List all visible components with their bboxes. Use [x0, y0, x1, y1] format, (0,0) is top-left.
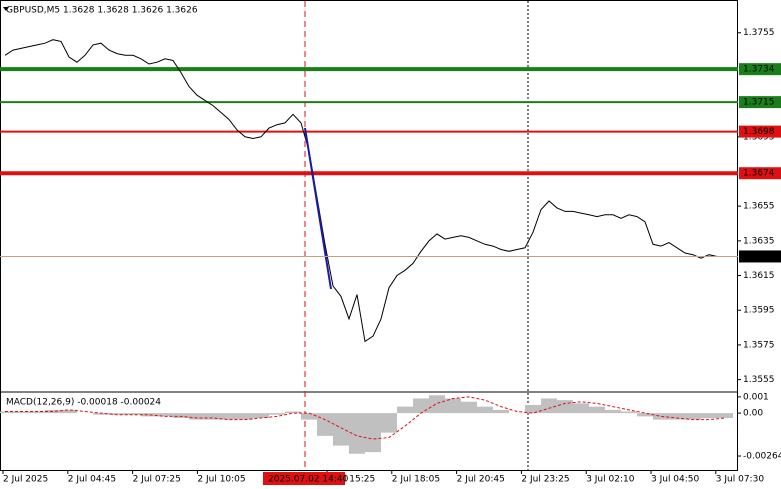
macd-bar — [29, 411, 45, 414]
macd-bar — [301, 413, 317, 420]
macd-bar — [333, 413, 349, 446]
macd-bar — [493, 409, 509, 414]
macd-bar — [93, 413, 109, 415]
x-tick-label: 2 Jul 10:05 — [197, 475, 245, 485]
macd-bar — [589, 406, 605, 414]
x-tick-label: 2 Jul 18:05 — [392, 475, 440, 485]
macd-bar — [365, 413, 381, 453]
macd-tick-label: -0.00264 — [743, 452, 781, 462]
macd-bar — [381, 413, 397, 433]
macd-bar — [397, 406, 413, 414]
current-price-label: 1.3626 — [743, 252, 775, 262]
x-tick-label: 3 Jul 04:50 — [651, 475, 700, 485]
macd-bar — [573, 403, 589, 414]
y-tick-label: 1.3595 — [743, 306, 775, 316]
level-label: 1.3715 — [743, 98, 775, 108]
macd-bar — [605, 409, 621, 414]
x-tick-label: 2 Jul 15:25 — [327, 475, 375, 485]
macd-bar — [269, 413, 285, 415]
macd-bar — [285, 411, 301, 414]
y-tick-label: 1.3615 — [743, 271, 775, 281]
macd-bar — [237, 413, 253, 420]
macd-bar — [429, 395, 445, 414]
macd-bar — [653, 413, 669, 420]
x-tick-label: 2 Jul 04:45 — [68, 475, 116, 485]
level-box — [739, 167, 781, 180]
macd-bar — [669, 413, 685, 420]
macd-bar — [0, 411, 13, 414]
macd-bar — [413, 398, 429, 414]
macd-bar — [125, 413, 141, 415]
price-line — [4, 39, 725, 343]
macd-bar — [205, 413, 221, 420]
macd-bar — [253, 413, 269, 418]
macd-bar — [477, 406, 493, 414]
current-price-box — [739, 250, 781, 263]
macd-bar — [157, 413, 173, 417]
macd-bar — [541, 398, 557, 414]
macd-bar — [525, 405, 541, 414]
macd-bar — [445, 398, 461, 414]
level-label: 1.3734 — [743, 65, 775, 75]
level-box — [739, 63, 781, 76]
x-tick-label: 3 Jul 02:10 — [586, 475, 635, 485]
macd-bar — [109, 413, 125, 415]
marker-label: 2025.07.02 14:40 — [268, 475, 349, 485]
macd-bar — [61, 409, 77, 414]
macd-bar — [637, 413, 653, 417]
y-tick-label: 1.3575 — [743, 340, 775, 350]
level-label: 1.3674 — [743, 169, 775, 179]
macd-bar — [221, 413, 237, 420]
y-tick-label: 1.3635 — [743, 236, 775, 246]
y-tick-label: 1.3655 — [743, 202, 775, 212]
x-tick-label: 2 Jul 20:45 — [457, 475, 505, 485]
macd-tick-label: 0.001 — [743, 392, 769, 402]
macd-title: MACD(12,26,9) -0.00018 -0.00024 — [6, 398, 161, 408]
y-tick-label: 1.3555 — [743, 375, 775, 385]
macd-signal — [5, 396, 726, 440]
trend-line — [304, 127, 332, 290]
macd-bar — [717, 413, 733, 418]
level-label: 1.3698 — [743, 127, 775, 137]
macd-bar — [701, 413, 717, 418]
macd-tick-label: 0.00 — [743, 409, 763, 419]
macd-bar — [317, 413, 333, 436]
x-tick-label: 2 Jul 2025 — [3, 475, 48, 485]
chart-title: GBPUSD,M5 1.3628 1.3628 1.3626 1.3626 — [6, 6, 198, 16]
macd-bar — [685, 413, 701, 420]
level-box — [739, 96, 781, 109]
macd-bar — [557, 400, 573, 414]
x-tick-label: 2 Jul 23:25 — [521, 475, 569, 485]
frame — [0, 0, 738, 471]
macd-bar — [141, 413, 157, 417]
level-box — [739, 125, 781, 138]
title-arrow — [3, 7, 9, 11]
macd-bar — [189, 413, 205, 420]
y-tick-label: 1.3755 — [743, 28, 775, 38]
macd-bar — [13, 411, 29, 414]
macd-bar — [349, 413, 365, 454]
macd-bar — [173, 413, 189, 418]
x-tick-label: 3 Jul 07:30 — [716, 475, 765, 485]
x-tick-label: 2 Jul 07:25 — [133, 475, 181, 485]
macd-bar — [621, 411, 637, 414]
marker-label-box — [263, 472, 345, 485]
macd-bar — [461, 401, 477, 414]
